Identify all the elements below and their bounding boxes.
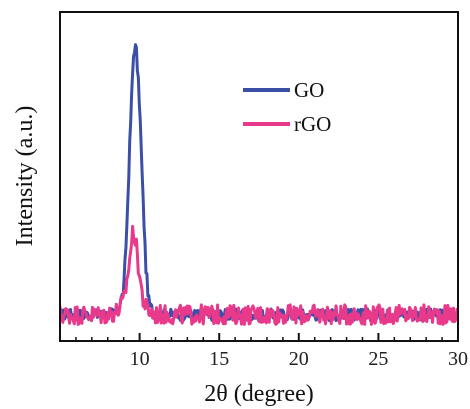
series-layer — [61, 43, 457, 326]
x-axis: 10 15 20 25 30 — [75, 333, 468, 370]
x-axis-title: 2θ (degree) — [204, 381, 313, 407]
plot-frame — [59, 11, 459, 342]
legend-label-go: GO — [294, 78, 324, 102]
x-tick-label: 20 — [289, 348, 309, 370]
x-tick-label: 15 — [209, 348, 229, 370]
series-line-rgo — [61, 224, 457, 326]
legend: GO rGO — [243, 78, 331, 136]
x-tick-label: 25 — [368, 348, 388, 370]
series-line-go — [61, 43, 457, 323]
legend-label-rgo: rGO — [294, 112, 331, 136]
x-tick-label: 10 — [130, 348, 150, 370]
y-axis-title: Intensity (a.u.) — [12, 106, 38, 247]
x-tick-label: 30 — [448, 348, 468, 370]
